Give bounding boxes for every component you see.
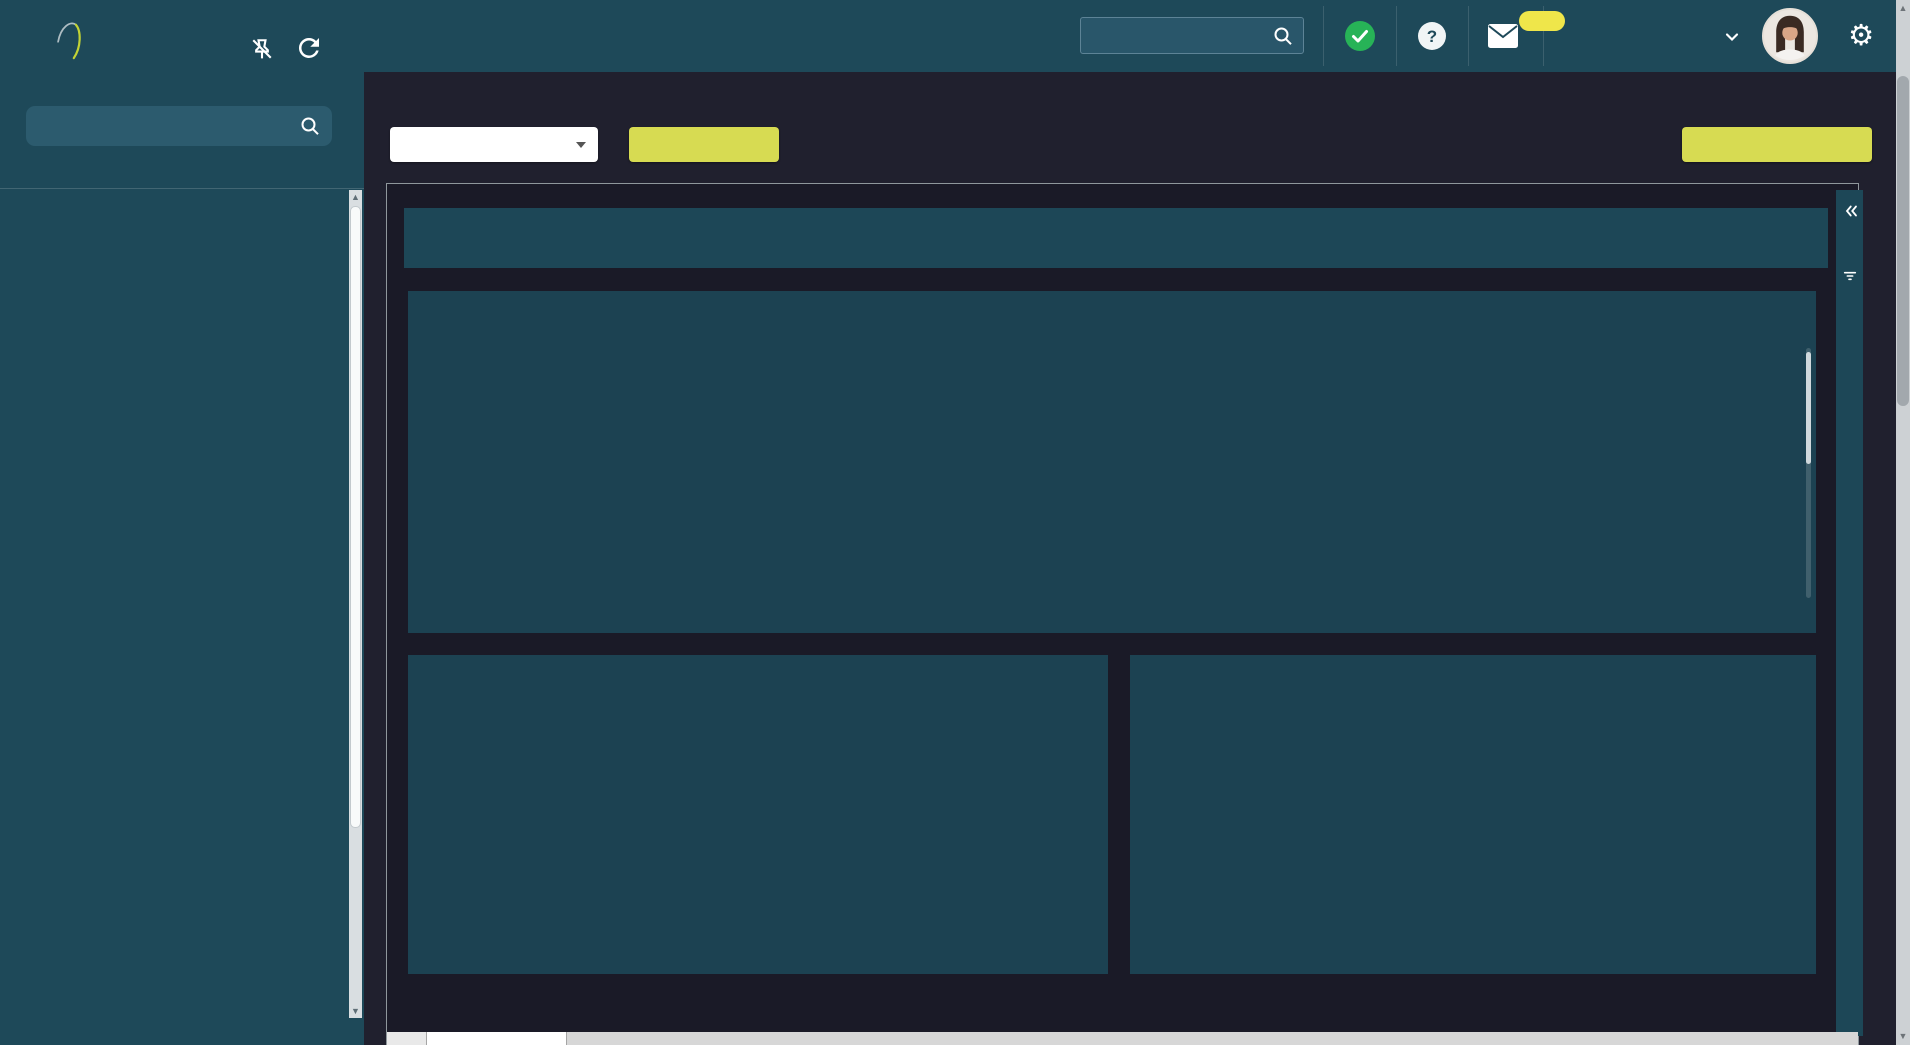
filter-icon [1842,268,1858,284]
header-divider [1396,6,1397,66]
scroll-down-arrow[interactable]: ▼ [1896,1029,1910,1044]
quantityindex-chart-panel[interactable] [408,291,1816,633]
header-search[interactable] [1080,17,1304,54]
svg-text:?: ? [1427,27,1437,46]
chart-legend [408,655,1108,664]
sidebar-divider [0,188,364,189]
header-divider [1323,6,1324,66]
collapse-filters-icon[interactable] [1841,202,1859,220]
scroll-down-arrow[interactable]: ▼ [349,1004,362,1018]
sidebar-scrollbar-thumb[interactable] [350,206,361,828]
chart-legend [408,291,1816,300]
header-divider [1468,6,1469,66]
report-select[interactable] [390,127,598,162]
scroll-up-arrow[interactable]: ▲ [349,190,362,204]
forecast-actuals-hourly-panel[interactable] [408,655,1108,974]
forecast-actuals-daily-chart[interactable] [1130,664,1816,948]
refresh-visual-button[interactable] [629,127,779,162]
app-logo [60,20,80,72]
sidebar-search-input[interactable] [38,118,298,134]
logo-swoosh-icon [54,10,84,68]
chevron-down-icon[interactable] [1722,27,1742,47]
chart-legend [1130,655,1816,664]
chart-scrollbar-thumb[interactable] [1806,352,1811,464]
powerbi-page-strip-segment[interactable] [387,1032,427,1045]
mail-count-badge [1519,11,1565,31]
chevron-down-icon [576,142,586,148]
report-tab-strip [404,208,1828,268]
sidebar: ▲ ▼ [0,0,364,1045]
sidebar-search[interactable] [26,106,332,146]
search-icon[interactable] [298,114,322,138]
gear-icon[interactable]: ⚙ [1843,18,1879,54]
header-search-input[interactable] [1091,28,1271,44]
status-check-icon[interactable] [1344,20,1376,52]
forecast-actuals-daily-panel[interactable] [1130,655,1816,974]
unpin-icon[interactable] [248,35,276,63]
help-icon[interactable]: ? [1417,21,1447,51]
window-scrollbar-thumb[interactable] [1897,76,1909,406]
powerbi-page-tab[interactable] [427,1032,567,1045]
filters-rail[interactable] [1836,190,1863,1036]
mail-icon[interactable] [1487,21,1519,51]
powerbi-page-strip[interactable] [387,1032,1858,1045]
scroll-up-arrow[interactable]: ▲ [1896,1,1910,16]
save-report-pdf-button[interactable] [1682,127,1872,162]
app-root: ? ⚙ [0,0,1910,1045]
avatar[interactable] [1762,8,1818,64]
forecast-actuals-hourly-chart[interactable] [408,664,1108,948]
refresh-icon[interactable] [294,33,324,63]
search-icon[interactable] [1271,24,1295,48]
